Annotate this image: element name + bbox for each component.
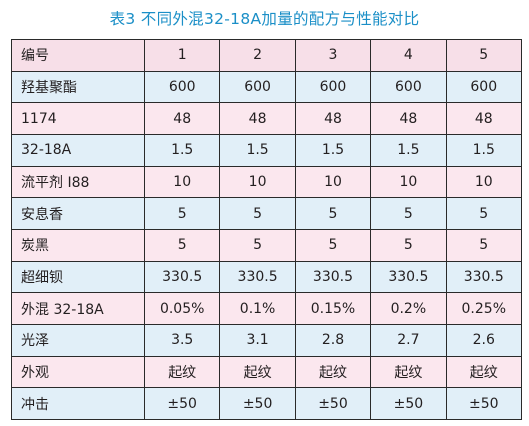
header-cell-5: 5 xyxy=(445,39,522,72)
table-row: 安息香 5 5 5 5 5 xyxy=(11,197,522,230)
value-cell: 1.5 xyxy=(294,133,372,167)
value-cell: ±50 xyxy=(370,387,447,420)
value-cell: 330.5 xyxy=(294,260,372,294)
value-cell: 1.5 xyxy=(370,133,447,167)
value-cell: ±50 xyxy=(219,387,296,420)
row-label-cell: 1174 xyxy=(11,102,145,135)
table-row: 光泽 3.5 3.1 2.8 2.7 2.6 xyxy=(11,323,522,357)
value-cell: 3.5 xyxy=(143,323,221,357)
value-cell: 48 xyxy=(143,102,221,135)
row-label-cell: 超细钡 xyxy=(11,260,145,294)
value-cell: 600 xyxy=(294,70,372,104)
value-cell: ±50 xyxy=(445,387,522,420)
value-cell: 0.25% xyxy=(445,292,522,325)
row-label-cell: 羟基聚酯 xyxy=(11,70,145,104)
row-label-cell: 安息香 xyxy=(11,197,145,230)
value-cell: 48 xyxy=(370,102,447,135)
value-cell: 600 xyxy=(445,70,522,104)
row-label-cell: 流平剂 I88 xyxy=(11,165,145,199)
value-cell: 330.5 xyxy=(370,260,447,294)
value-cell: 5 xyxy=(294,197,372,230)
row-label-cell: 外观 xyxy=(11,355,145,389)
value-cell: 10 xyxy=(370,165,447,199)
value-cell: 48 xyxy=(445,102,522,135)
row-label-cell: 光泽 xyxy=(11,323,145,357)
table-row: 超细钡 330.5 330.5 330.5 330.5 330.5 xyxy=(11,260,522,294)
table-row: 32-18A 1.5 1.5 1.5 1.5 1.5 xyxy=(11,133,522,167)
table-row: 炭黑 5 5 5 5 5 xyxy=(11,228,522,262)
value-cell: 600 xyxy=(219,70,296,104)
value-cell: 10 xyxy=(219,165,296,199)
value-cell: 48 xyxy=(219,102,296,135)
row-label-cell: 冲击 xyxy=(11,387,145,420)
value-cell: 5 xyxy=(445,228,522,262)
table-title: 表3 不同外混32-18A加量的配方与性能对比 xyxy=(109,10,420,28)
value-cell: 起纹 xyxy=(294,355,372,389)
value-cell: 48 xyxy=(294,102,372,135)
value-cell: 起纹 xyxy=(370,355,447,389)
formula-comparison-table: 编号 1 2 3 4 5 羟基聚酯 600 600 600 600 600 1174 48 48… xyxy=(11,39,522,420)
value-cell: 5 xyxy=(219,197,296,230)
value-cell: 1.5 xyxy=(143,133,221,167)
value-cell: 600 xyxy=(370,70,447,104)
header-cell-3: 3 xyxy=(294,39,372,72)
value-cell: 330.5 xyxy=(143,260,221,294)
value-cell: 起纹 xyxy=(143,355,221,389)
row-label-cell: 炭黑 xyxy=(11,228,145,262)
table-header-row: 编号 1 2 3 4 5 xyxy=(11,39,522,72)
value-cell: 5 xyxy=(219,228,296,262)
row-label-cell: 32-18A xyxy=(11,133,145,167)
value-cell: 0.1% xyxy=(219,292,296,325)
value-cell: 0.05% xyxy=(143,292,221,325)
value-cell: 5 xyxy=(445,197,522,230)
value-cell: 10 xyxy=(445,165,522,199)
value-cell: 2.6 xyxy=(445,323,522,357)
value-cell: 330.5 xyxy=(445,260,522,294)
value-cell: 0.2% xyxy=(370,292,447,325)
value-cell: 600 xyxy=(143,70,221,104)
value-cell: ±50 xyxy=(294,387,372,420)
table-row: 冲击 ±50 ±50 ±50 ±50 ±50 xyxy=(11,387,522,420)
value-cell: 5 xyxy=(370,197,447,230)
header-cell-2: 2 xyxy=(219,39,296,72)
value-cell: 5 xyxy=(143,197,221,230)
table-row: 流平剂 I88 10 10 10 10 10 xyxy=(11,165,522,199)
value-cell: 1.5 xyxy=(445,133,522,167)
table-row: 1174 48 48 48 48 48 xyxy=(11,102,522,135)
table-body: 编号 1 2 3 4 5 羟基聚酯 600 600 600 600 600 1174 48 48… xyxy=(11,39,522,420)
value-cell: 5 xyxy=(143,228,221,262)
value-cell: ±50 xyxy=(143,387,221,420)
value-cell: 330.5 xyxy=(219,260,296,294)
value-cell: 起纹 xyxy=(445,355,522,389)
value-cell: 2.7 xyxy=(370,323,447,357)
row-label-cell: 外混 32-18A xyxy=(11,292,145,325)
table-row: 外混 32-18A 0.05% 0.1% 0.15% 0.2% 0.25% xyxy=(11,292,522,325)
value-cell: 0.15% xyxy=(294,292,372,325)
value-cell: 10 xyxy=(143,165,221,199)
header-cell-label: 编号 xyxy=(11,39,145,72)
value-cell: 10 xyxy=(294,165,372,199)
header-cell-4: 4 xyxy=(370,39,447,72)
value-cell: 起纹 xyxy=(219,355,296,389)
value-cell: 5 xyxy=(370,228,447,262)
value-cell: 1.5 xyxy=(219,133,296,167)
value-cell: 2.8 xyxy=(294,323,372,357)
value-cell: 3.1 xyxy=(219,323,296,357)
header-cell-1: 1 xyxy=(143,39,221,72)
table-row: 羟基聚酯 600 600 600 600 600 xyxy=(11,70,522,104)
table-row: 外观 起纹 起纹 起纹 起纹 起纹 xyxy=(11,355,522,389)
value-cell: 5 xyxy=(294,228,372,262)
